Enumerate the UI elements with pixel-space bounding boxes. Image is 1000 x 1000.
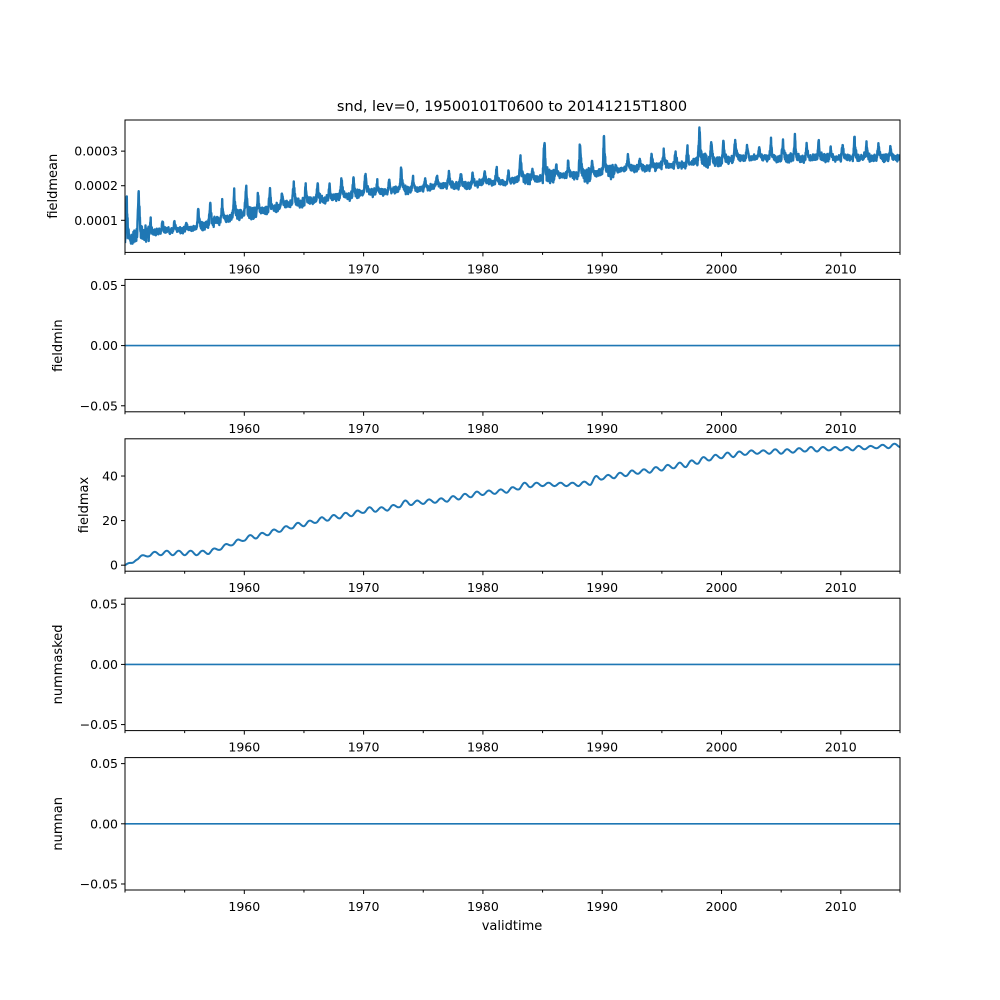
x-tick-label: 1960 — [228, 421, 260, 436]
x-tick-label: 1970 — [348, 580, 380, 595]
x-tick-label: 1990 — [586, 261, 618, 276]
subplots: 0.0001 0.0002 0.0003 1960 1970 1980 1990 2000 20… — [46, 119, 901, 914]
x-tick-label: 1980 — [467, 899, 499, 914]
subplot-fieldmean: 0.0001 0.0002 0.0003 1960 1970 1980 1990 2000 20… — [46, 119, 901, 276]
x-tick-label: 1980 — [467, 580, 499, 595]
subplot-nummasked: −0.05 0.00 0.05 1960 1970 1980 1990 2000 2010 num… — [51, 597, 901, 755]
x-tick-label: 1990 — [586, 899, 618, 914]
x-tick-label: 1990 — [586, 740, 618, 755]
y-tick-label: 0.05 — [90, 756, 118, 771]
x-tick-label: 1980 — [467, 421, 499, 436]
y-tick-label: −0.05 — [80, 876, 118, 891]
x-tick-label: 1960 — [228, 580, 260, 595]
y-tick-label: 0.05 — [90, 278, 118, 293]
y-tick-label: 0.00 — [90, 338, 118, 353]
x-tick-label: 2010 — [825, 261, 857, 276]
x-tick-label: 1970 — [348, 421, 380, 436]
y-tick-label: 0.00 — [90, 657, 118, 672]
x-tick-label: 1960 — [228, 261, 260, 276]
x-tick-label: 1960 — [228, 740, 260, 755]
subplot-fieldmax: 0 20 40 1960 1970 1980 1990 2000 2010 fieldmax — [77, 438, 901, 595]
y-tick-label: 0.05 — [90, 597, 118, 612]
x-tick-label: 2000 — [706, 580, 738, 595]
x-tick-label: 1990 — [586, 421, 618, 436]
y-tick-label: 0 — [110, 558, 118, 573]
y-tick-label: 0.0001 — [74, 213, 118, 228]
y-axis-label: fieldmean — [46, 154, 61, 219]
y-tick-label: 0.0003 — [74, 144, 118, 159]
x-tick-label: 2010 — [825, 899, 857, 914]
y-axis-label: numnan — [51, 797, 66, 851]
y-axis-label: fieldmin — [51, 319, 66, 372]
x-tick-label: 2000 — [706, 899, 738, 914]
x-tick-label: 1980 — [467, 261, 499, 276]
y-tick-label: −0.05 — [80, 717, 118, 732]
x-axis-label: validtime — [482, 919, 543, 934]
axes-frame — [124, 438, 901, 572]
x-tick-label: 2010 — [825, 421, 857, 436]
y-tick-label: 0.00 — [90, 816, 118, 831]
x-tick-label: 2000 — [706, 261, 738, 276]
y-axis-label: nummasked — [51, 624, 66, 704]
chart-title: snd, lev=0, 19500101T0600 to 20141215T18… — [337, 99, 687, 115]
x-tick-label: 1970 — [348, 261, 380, 276]
x-tick-label: 1960 — [228, 899, 260, 914]
x-tick-label: 2010 — [825, 580, 857, 595]
subplot-numnan: −0.05 0.00 0.05 1960 1970 1980 1990 2000 2010 num… — [51, 756, 901, 914]
x-tick-label: 1980 — [467, 740, 499, 755]
y-tick-label: −0.05 — [80, 398, 118, 413]
x-tick-label: 1970 — [348, 899, 380, 914]
y-tick-label: 40 — [102, 469, 118, 484]
x-tick-label: 2000 — [706, 740, 738, 755]
series-line-fieldmax — [125, 442, 900, 567]
x-tick-label: 2010 — [825, 740, 857, 755]
subplot-fieldmin: −0.05 0.00 0.05 1960 1970 1980 1990 2000 2010 fie… — [51, 278, 901, 436]
x-tick-label: 2000 — [706, 421, 738, 436]
y-tick-label: 20 — [102, 513, 118, 528]
series-line-fieldmean — [125, 126, 900, 245]
x-tick-label: 1990 — [586, 580, 618, 595]
x-tick-label: 1970 — [348, 740, 380, 755]
y-tick-label: 0.0002 — [74, 178, 118, 193]
y-axis-label: fieldmax — [77, 477, 92, 534]
